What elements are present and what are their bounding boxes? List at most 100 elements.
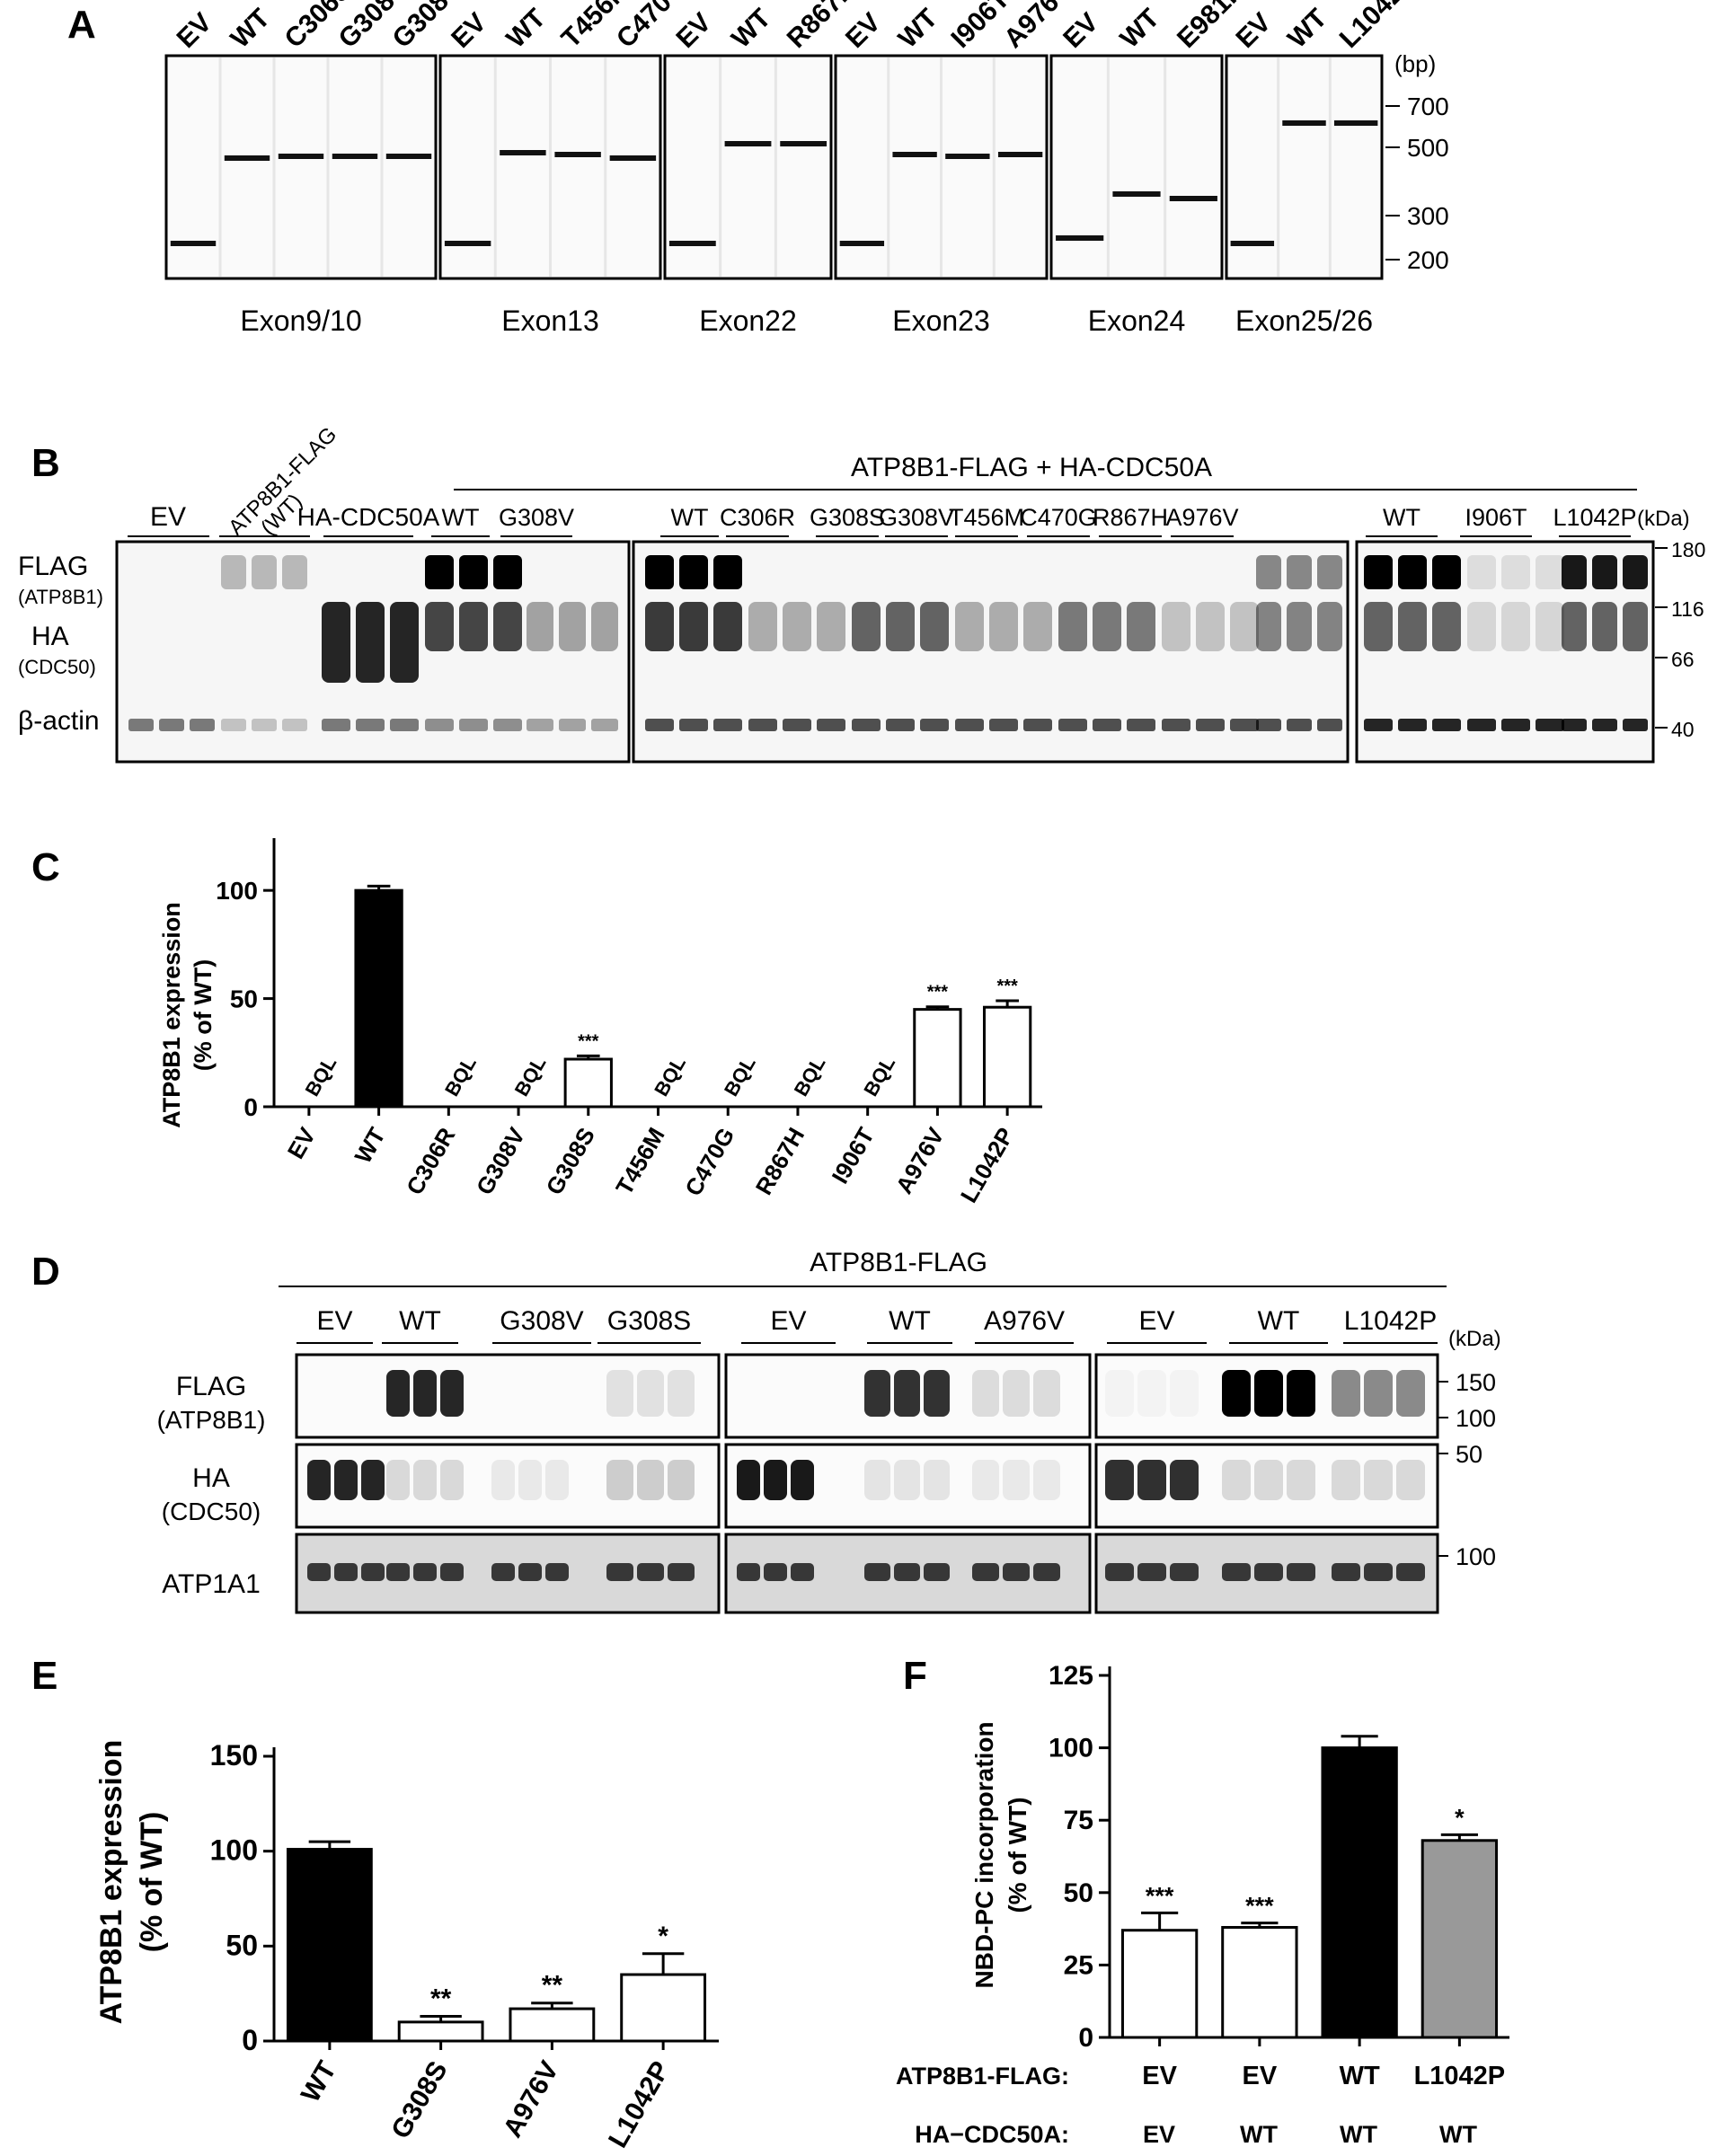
exon-label-1: Exon13 [501,305,599,337]
b-actin-band-35 [1317,719,1342,731]
d-lane-28 [1364,1370,1393,1581]
d-lane-0 [307,1460,331,1581]
b-actin-band-16 [679,719,708,731]
b-actin-band-2 [190,719,215,731]
d-atp-band-10 [637,1563,664,1581]
b-lane-19 [783,602,811,731]
d-group-9: L1042P [1344,1306,1437,1336]
e-cat-2: A976V [498,2056,564,2143]
d-atp-band-0 [307,1563,331,1581]
b-actin-band-10 [459,719,488,731]
gel-a-band-3-0 [839,241,885,246]
b-actin-band-1 [159,719,184,731]
gel-a-band-1-2 [554,152,601,157]
b-ha-band-30 [1162,602,1190,651]
b-actin-band-17 [713,719,742,731]
d-flag-band-27 [1332,1370,1360,1417]
c-ytick-label-1: 50 [230,985,258,1013]
f-row2-val-3: WT [1439,2121,1477,2148]
b-flag-band-42 [1562,555,1587,589]
d-atp-band-12 [737,1563,760,1581]
b-flag-band-9 [425,555,454,589]
c-sig-10: *** [996,976,1018,996]
gel-a-band-5-2 [1333,120,1378,126]
e-sig-3: * [658,1922,668,1951]
panel-e-ylabel-1: ATP8B1 expression [94,1740,128,2025]
b-flag-band-5 [282,555,307,589]
b-ha-band-34 [1287,602,1312,651]
exon-label-2: Exon22 [699,305,797,337]
d-lane-6 [491,1460,515,1581]
lane-a-1-0: EV [446,7,492,54]
panel-f-row2-values: EV WT WT WT [1143,2121,1478,2148]
c-sig-4: *** [578,1031,599,1051]
ladder-200: 200 [1407,246,1449,274]
b-actin-band-6 [322,719,350,731]
d-lane-2 [361,1460,385,1581]
b-ha-band-28 [1093,602,1121,651]
gel-a-band-4-0 [1056,235,1104,241]
b-ha-band-7 [356,602,385,683]
b-lane-35 [1317,555,1342,731]
d-atp-band-27 [1332,1563,1360,1581]
f-ytick-label-4: 100 [1049,1734,1093,1763]
d-row-flag: FLAG [176,1372,246,1401]
d-lane-10 [637,1370,664,1581]
d-flag-band-17 [924,1370,950,1417]
c-sig-9: *** [927,983,949,1003]
d-atp-band-7 [518,1563,542,1581]
lane-a-4-0: EV [1058,7,1104,54]
b-actin-band-27 [1058,719,1087,731]
b-row-ha: HA [31,622,69,651]
d-ha-band-7 [518,1460,542,1500]
d-ha-band-0 [307,1460,331,1500]
d-atp-band-20 [1033,1563,1060,1581]
d-atp-band-9 [606,1563,633,1581]
d-ha-band-22 [1137,1460,1166,1500]
d-group-2: G308V [500,1306,583,1336]
b-actin-band-38 [1432,719,1461,731]
d-ha-band-23 [1170,1460,1199,1500]
f-row2-val-2: WT [1340,2121,1377,2148]
b-actin-band-41 [1536,719,1564,731]
d-atp-band-15 [864,1563,890,1581]
f-cat-2: WT [1340,2062,1380,2090]
b-ha-band-35 [1317,602,1342,651]
d-atp-band-19 [1003,1563,1030,1581]
f-sig-1: *** [1245,1893,1274,1920]
gel-a-band-5-0 [1230,241,1275,246]
b-actin-band-30 [1162,719,1190,731]
b-lane-1 [159,719,184,731]
b-ha-band-21 [852,602,881,651]
d-lane-19 [1003,1370,1030,1581]
b-lane-37 [1398,555,1427,731]
lane-a-3-0: EV [840,7,887,54]
b-flag-band-36 [1364,555,1393,589]
b-lane-29 [1127,602,1155,731]
c-bar-1 [354,888,403,1109]
b-lane-21 [852,602,881,731]
b-row-flag-sub: (ATP8B1) [18,586,103,608]
d-ha-band-4 [413,1460,437,1500]
b-actin-band-34 [1287,719,1312,731]
panel-e-ylabel-2: (% of WT) [135,1812,169,1953]
c-cat-1: WT [350,1123,391,1168]
panel-b-unit: (kDa) [1637,507,1690,531]
b-ladder-116: 116 [1671,597,1704,621]
d-flag-band-23 [1170,1370,1199,1417]
d-atp-band-6 [491,1563,515,1581]
d-lane-8 [545,1460,569,1581]
b-ha-band-8 [390,602,419,683]
b-lane-16 [679,555,708,731]
d-lane-15 [864,1370,890,1581]
lane-a-5-1: WT [1282,4,1332,54]
d-ha-band-2 [361,1460,385,1500]
b-ha-band-20 [817,602,845,651]
b-actin-band-19 [783,719,811,731]
b-actin-band-0 [128,719,154,731]
panel-d-row-labels: FLAG (ATP8B1) HA (CDC50) ATP1A1 [157,1372,266,1599]
b-lane-33 [1256,555,1281,731]
